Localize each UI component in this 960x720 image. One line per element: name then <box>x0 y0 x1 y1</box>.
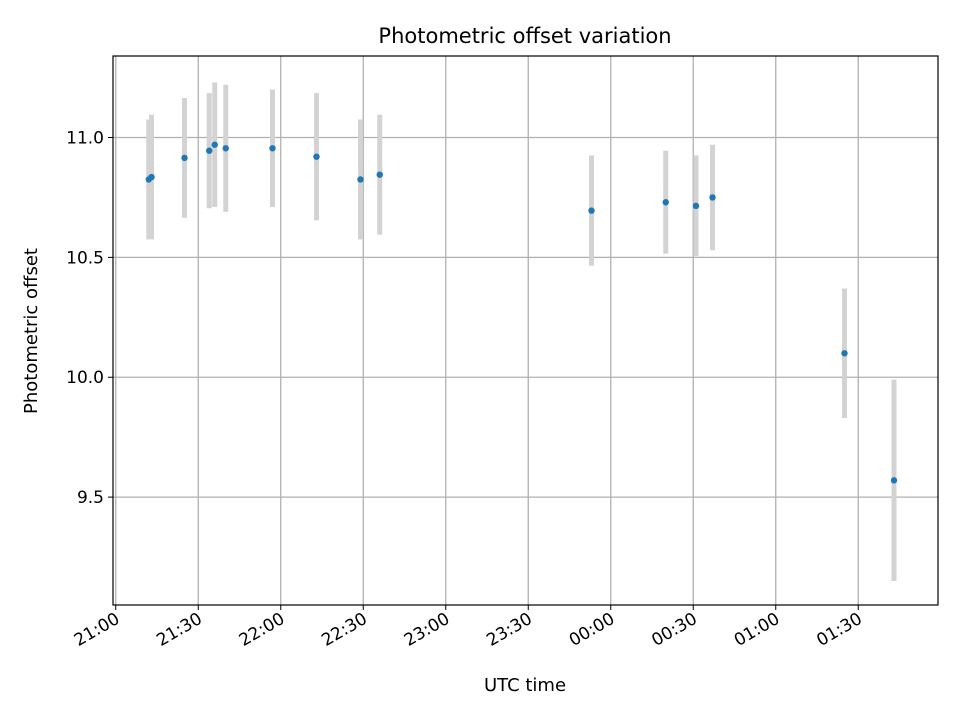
y-axis-ticks: 9.5 10.0 10.5 11.0 <box>66 129 113 508</box>
x-tick-label: 01:00 <box>731 609 783 651</box>
x-tick-label: 00:30 <box>648 609 700 651</box>
y-tick-label: 10.5 <box>66 248 104 268</box>
data-point <box>357 176 364 183</box>
x-axis-title: UTC time <box>484 675 566 696</box>
data-point <box>222 145 229 152</box>
y-tick-label: 11.0 <box>66 129 104 149</box>
data-point <box>841 350 848 357</box>
data-point <box>148 173 155 181</box>
x-tick-label: 21:00 <box>71 609 123 651</box>
y-tick-label: 10.0 <box>66 368 104 388</box>
data-point <box>313 153 320 160</box>
data-point <box>692 202 700 210</box>
x-tick-label: 22:30 <box>318 609 370 651</box>
x-tick-label: 21:30 <box>153 609 205 651</box>
grid <box>113 56 938 605</box>
x-tick-label: 22:00 <box>236 609 288 651</box>
chart-title: Photometric offset variation <box>378 24 671 48</box>
data-point <box>709 194 716 201</box>
x-tick-label: 01:30 <box>813 609 865 651</box>
y-axis-title: Photometric offset <box>21 248 42 414</box>
x-tick-label: 23:00 <box>401 609 453 651</box>
data-point <box>662 199 669 206</box>
x-tick-label: 23:30 <box>483 609 535 651</box>
data-points <box>145 141 898 484</box>
x-tick-label: 00:00 <box>566 609 618 651</box>
data-point <box>890 477 898 484</box>
x-axis-ticks: 21:00 21:30 22:00 22:30 23:00 23:30 00:00 00:30… <box>71 605 866 651</box>
y-tick-label: 9.5 <box>77 488 104 508</box>
data-point <box>206 147 213 154</box>
data-point <box>588 207 595 214</box>
error-bars <box>146 82 897 582</box>
data-point <box>181 154 188 162</box>
data-point <box>269 145 276 152</box>
data-point <box>376 171 383 178</box>
plot-area-frame <box>112 55 939 606</box>
data-point <box>211 141 218 148</box>
